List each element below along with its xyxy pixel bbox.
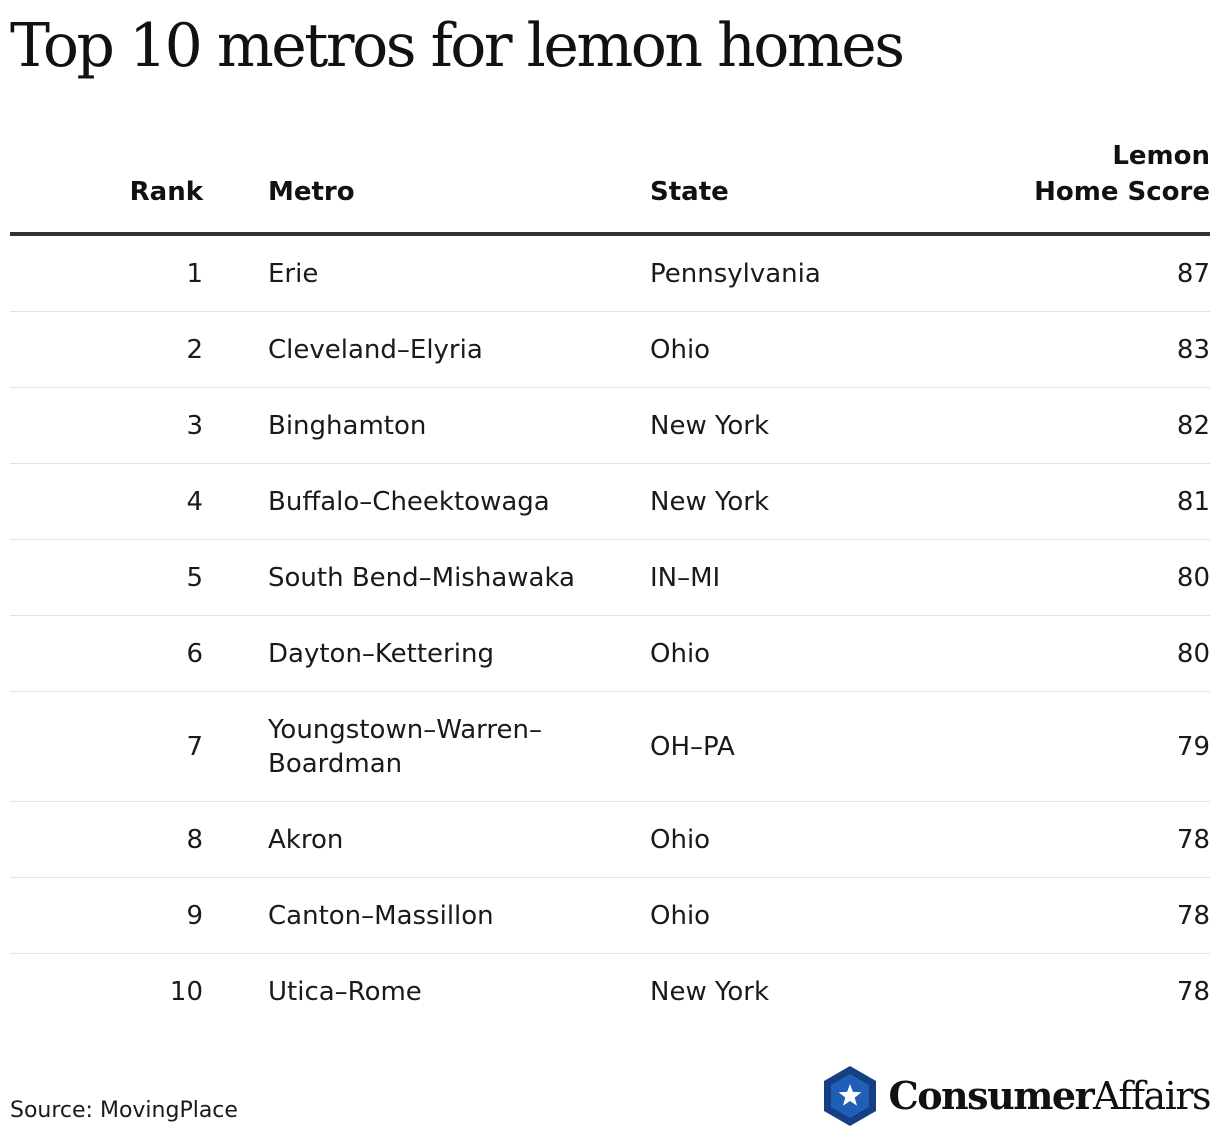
cell-rank: 8 bbox=[186, 824, 203, 855]
cell-score: 81 bbox=[1176, 486, 1210, 517]
metros-table: Rank Metro State Lemon Home Score 1 Erie P… bbox=[10, 140, 1210, 1029]
table-header: Rank Metro State Lemon Home Score bbox=[10, 140, 1210, 236]
brand-name-bold: Consumer bbox=[888, 1073, 1094, 1118]
cell-rank: 7 bbox=[186, 731, 203, 762]
table-row: 10 Utica–Rome New York 78 bbox=[10, 954, 1210, 1029]
cell-metro: South Bend–Mishawaka bbox=[268, 562, 575, 593]
cell-metro: Youngstown–Warren–Boardman bbox=[268, 714, 542, 779]
table-row: 8 Akron Ohio 78 bbox=[10, 802, 1210, 878]
cell-metro: Erie bbox=[268, 258, 319, 289]
cell-score: 82 bbox=[1176, 410, 1210, 441]
cell-state: New York bbox=[650, 976, 770, 1007]
table-row: 2 Cleveland–Elyria Ohio 83 bbox=[10, 312, 1210, 388]
table-row: 1 Erie Pennsylvania 87 bbox=[10, 236, 1210, 312]
column-header-score-line1: Lemon bbox=[1112, 141, 1210, 171]
cell-rank: 1 bbox=[186, 258, 203, 289]
column-header-metro: Metro bbox=[268, 177, 355, 207]
cell-rank: 2 bbox=[186, 334, 203, 365]
table-row: 4 Buffalo–Cheektowaga New York 81 bbox=[10, 464, 1210, 540]
cell-rank: 10 bbox=[169, 976, 203, 1007]
table-row: 6 Dayton–Kettering Ohio 80 bbox=[10, 616, 1210, 692]
cell-metro: Buffalo–Cheektowaga bbox=[268, 486, 550, 517]
column-header-state: State bbox=[650, 177, 729, 207]
column-header-score-line2: Home Score bbox=[1034, 177, 1210, 207]
cell-metro: Dayton–Kettering bbox=[268, 638, 494, 669]
cell-score: 80 bbox=[1176, 638, 1210, 669]
table-row: 9 Canton–Massillon Ohio 78 bbox=[10, 878, 1210, 954]
cell-state: New York bbox=[650, 486, 770, 517]
chart-title: Top 10 metros for lemon homes bbox=[10, 11, 905, 81]
cell-metro: Binghamton bbox=[268, 410, 427, 441]
brand-name-regular: Affairs bbox=[1093, 1074, 1211, 1118]
table-row: 3 Binghamton New York 82 bbox=[10, 388, 1210, 464]
cell-state: Ohio bbox=[650, 638, 711, 669]
cell-state: Ohio bbox=[650, 900, 711, 931]
table-row: 5 South Bend–Mishawaka IN–MI 80 bbox=[10, 540, 1210, 616]
cell-metro: Utica–Rome bbox=[268, 976, 422, 1007]
column-header-score: Lemon Home Score bbox=[1034, 138, 1210, 210]
cell-metro: Cleveland–Elyria bbox=[268, 334, 483, 365]
table-body: 1 Erie Pennsylvania 87 2 Cleveland–Elyria Ohio… bbox=[10, 236, 1210, 1029]
cell-score: 87 bbox=[1176, 258, 1210, 289]
cell-metro: Akron bbox=[268, 824, 344, 855]
cell-score: 79 bbox=[1176, 731, 1210, 762]
cell-score: 78 bbox=[1176, 976, 1210, 1007]
cell-score: 80 bbox=[1176, 562, 1210, 593]
cell-state: OH–PA bbox=[650, 731, 735, 762]
brand-logo: ConsumerAffairs bbox=[822, 1064, 1211, 1128]
cell-rank: 5 bbox=[186, 562, 203, 593]
cell-score: 78 bbox=[1176, 824, 1210, 855]
cell-state: New York bbox=[650, 410, 770, 441]
cell-score: 78 bbox=[1176, 900, 1210, 931]
column-header-rank: Rank bbox=[129, 177, 203, 207]
star-shield-icon bbox=[824, 1066, 877, 1126]
cell-metro: Canton–Massillon bbox=[268, 900, 494, 931]
table-row: 7 Youngstown–Warren–Boardman OH–PA 79 bbox=[10, 692, 1210, 802]
cell-rank: 9 bbox=[186, 900, 203, 931]
cell-rank: 6 bbox=[186, 638, 203, 669]
cell-score: 83 bbox=[1176, 334, 1210, 365]
brand-name: ConsumerAffairs bbox=[888, 1073, 1211, 1119]
cell-state: Ohio bbox=[650, 824, 711, 855]
source-note: Source: MovingPlace bbox=[10, 1098, 238, 1123]
cell-rank: 4 bbox=[186, 486, 203, 517]
cell-rank: 3 bbox=[186, 410, 203, 441]
cell-state: IN–MI bbox=[650, 562, 721, 593]
cell-state: Pennsylvania bbox=[650, 258, 821, 289]
cell-state: Ohio bbox=[650, 334, 711, 365]
